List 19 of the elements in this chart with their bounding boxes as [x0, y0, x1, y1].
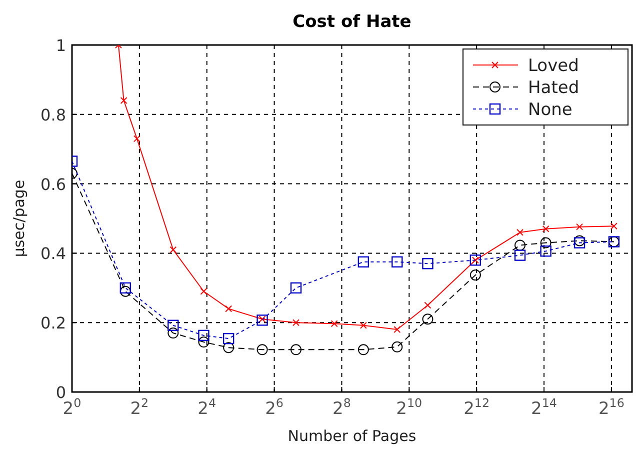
y-tick-label: 0.4	[40, 244, 66, 264]
x-tick-label: 2$^{2}$	[130, 396, 149, 419]
y-tick-label: 0.8	[40, 105, 66, 124]
x-tick-label: 2$^{4}$	[198, 396, 216, 419]
x-tick-label: 2$^{10}$	[396, 396, 422, 419]
legend-label: None	[528, 100, 572, 120]
y-axis-title: µsec/page	[10, 180, 28, 258]
y-tick-label: 0.2	[40, 314, 66, 333]
x-tick-label: 2$^{16}$	[598, 396, 624, 419]
y-tick-label: 0.6	[40, 174, 66, 194]
y-tick-label: 1	[56, 36, 66, 55]
x-tick-label: 2$^{6}$	[265, 396, 284, 419]
x-tick-label: 2$^{8}$	[332, 396, 351, 419]
chart-title: Cost of Hate	[292, 12, 412, 32]
legend-label: Hated	[528, 78, 580, 98]
legend-label: Loved	[528, 56, 579, 76]
x-tick-label: 2$^{12}$	[464, 396, 490, 419]
x-axis-title: Number of Pages	[288, 427, 416, 445]
x-tick-label: 2$^{14}$	[531, 396, 557, 419]
